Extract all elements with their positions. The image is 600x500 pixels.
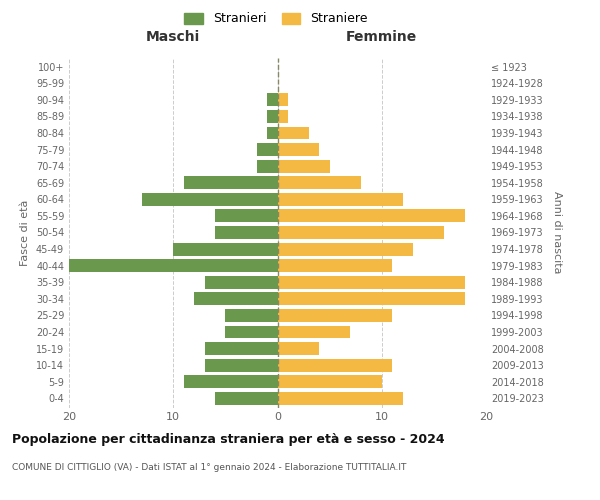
- Bar: [277, 376, 382, 388]
- Bar: [215, 392, 277, 405]
- Bar: [205, 358, 277, 372]
- Bar: [277, 242, 413, 256]
- Bar: [277, 342, 319, 355]
- Bar: [277, 193, 403, 206]
- Bar: [277, 276, 465, 288]
- Bar: [142, 193, 277, 206]
- Bar: [277, 309, 392, 322]
- Y-axis label: Fasce di età: Fasce di età: [20, 200, 30, 266]
- Bar: [277, 259, 392, 272]
- Bar: [277, 143, 319, 156]
- Bar: [267, 126, 277, 140]
- Bar: [277, 110, 288, 123]
- Bar: [184, 176, 277, 189]
- Bar: [277, 210, 465, 222]
- Bar: [205, 276, 277, 288]
- Bar: [267, 110, 277, 123]
- Bar: [226, 326, 277, 338]
- Bar: [267, 94, 277, 106]
- Bar: [277, 126, 309, 140]
- Bar: [277, 94, 288, 106]
- Bar: [173, 242, 277, 256]
- Bar: [257, 143, 277, 156]
- Legend: Stranieri, Straniere: Stranieri, Straniere: [181, 8, 371, 29]
- Bar: [257, 160, 277, 172]
- Text: Maschi: Maschi: [146, 30, 200, 44]
- Bar: [69, 259, 277, 272]
- Text: COMUNE DI CITTIGLIO (VA) - Dati ISTAT al 1° gennaio 2024 - Elaborazione TUTTITAL: COMUNE DI CITTIGLIO (VA) - Dati ISTAT al…: [12, 464, 406, 472]
- Bar: [215, 226, 277, 239]
- Bar: [277, 292, 465, 306]
- Bar: [184, 376, 277, 388]
- Bar: [277, 226, 444, 239]
- Bar: [277, 160, 329, 172]
- Bar: [205, 342, 277, 355]
- Bar: [194, 292, 277, 306]
- Bar: [277, 392, 403, 405]
- Bar: [226, 309, 277, 322]
- Bar: [277, 358, 392, 372]
- Bar: [277, 176, 361, 189]
- Bar: [277, 326, 350, 338]
- Text: Femmine: Femmine: [346, 30, 418, 44]
- Bar: [215, 210, 277, 222]
- Text: Popolazione per cittadinanza straniera per età e sesso - 2024: Popolazione per cittadinanza straniera p…: [12, 432, 445, 446]
- Y-axis label: Anni di nascita: Anni di nascita: [552, 191, 562, 274]
